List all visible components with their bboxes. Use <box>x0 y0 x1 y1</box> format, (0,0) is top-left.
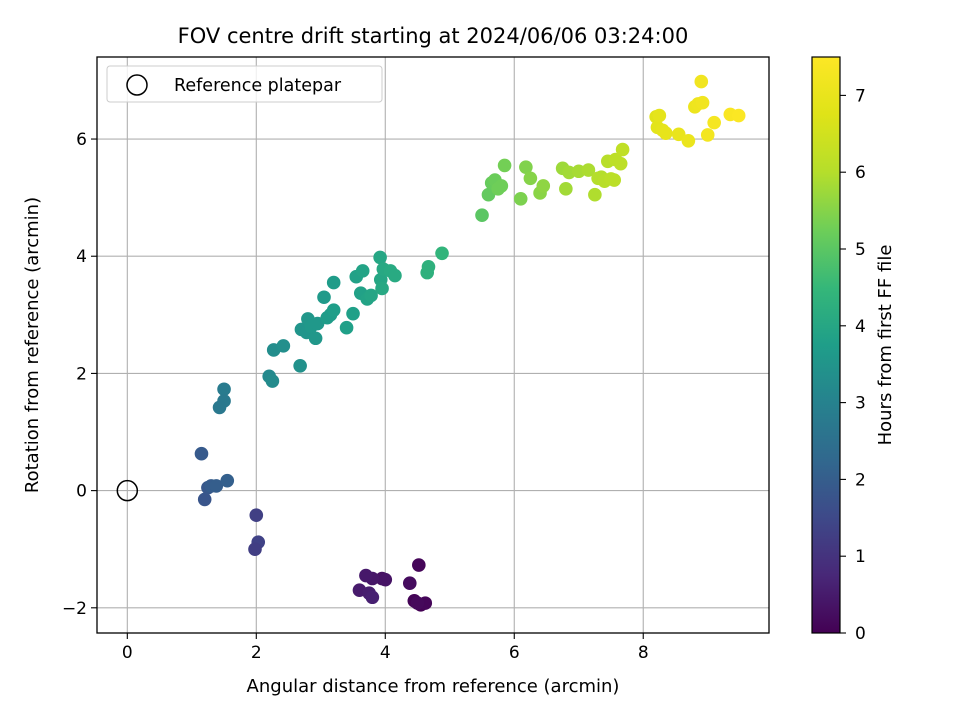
colorbar <box>811 56 841 634</box>
data-point <box>607 173 622 187</box>
data-point <box>410 596 425 610</box>
data-point <box>373 250 387 265</box>
data-point <box>212 400 227 415</box>
data-point <box>339 320 354 335</box>
data-point <box>293 359 307 373</box>
colorbar-tick-label: 1 <box>855 547 866 567</box>
data-point <box>581 163 596 177</box>
data-point <box>276 339 291 353</box>
data-point <box>308 331 323 346</box>
colorbar-tick-label: 6 <box>855 163 866 183</box>
data-point <box>248 542 262 557</box>
colorbar-tick-label: 0 <box>855 624 866 644</box>
data-point <box>681 133 696 148</box>
colorbar-ticks: 0 1 2 3 4 5 6 7 <box>840 86 866 644</box>
x-tick-label: 6 <box>509 643 520 663</box>
data-points <box>194 74 746 612</box>
data-point <box>421 259 436 274</box>
legend-reference-marker <box>126 74 148 96</box>
y-tick-label: 2 <box>76 364 87 384</box>
grid-lines <box>97 57 769 633</box>
data-point <box>326 303 341 317</box>
data-point <box>365 590 380 605</box>
data-point <box>694 74 709 89</box>
data-point <box>695 95 710 110</box>
y-axis-ticks: −2 0 2 4 6 <box>62 130 97 619</box>
legend-reference-label: Reference platepar <box>174 76 342 96</box>
data-point <box>249 508 264 523</box>
x-tick-label: 0 <box>122 643 133 663</box>
data-point <box>359 568 373 583</box>
data-point <box>220 473 235 488</box>
reference-point-marker <box>116 479 139 502</box>
data-point <box>412 558 426 572</box>
data-point <box>217 382 231 397</box>
data-point <box>659 126 673 140</box>
data-point <box>197 492 212 507</box>
data-point <box>497 158 512 173</box>
data-point <box>707 115 721 130</box>
colorbar-label: Hours from first FF file <box>875 245 896 446</box>
data-point <box>346 306 360 321</box>
reference-marker <box>116 479 139 502</box>
data-point <box>536 179 551 193</box>
data-point <box>588 187 602 202</box>
data-point <box>615 142 630 157</box>
data-point <box>559 182 573 196</box>
data-point <box>475 208 489 223</box>
data-point <box>265 374 280 388</box>
data-point <box>435 246 449 261</box>
data-point <box>378 572 393 587</box>
y-tick-label: 0 <box>76 482 87 502</box>
data-point <box>209 479 224 493</box>
data-point <box>652 108 667 123</box>
colorbar-tick-label: 3 <box>855 394 866 414</box>
data-point <box>519 160 533 174</box>
data-point <box>513 192 528 206</box>
data-point <box>364 288 378 303</box>
x-axis-label: Angular distance from reference (arcmin) <box>247 676 620 697</box>
data-point <box>355 264 370 278</box>
x-tick-label: 8 <box>638 643 649 663</box>
y-tick-label: −2 <box>62 599 87 619</box>
legend-box <box>106 65 383 103</box>
data-point <box>523 171 538 186</box>
y-tick-label: 4 <box>76 247 87 267</box>
data-point <box>671 127 686 142</box>
data-point <box>613 156 628 171</box>
chart-title: FOV centre drift starting at 2024/06/06 … <box>178 24 689 48</box>
y-tick-label: 6 <box>76 130 87 150</box>
data-point <box>326 275 341 290</box>
data-point <box>388 268 402 283</box>
colorbar-tick-label: 7 <box>855 86 866 106</box>
data-point <box>731 108 746 123</box>
data-point <box>375 281 389 296</box>
data-point <box>317 290 331 305</box>
x-tick-label: 4 <box>380 643 391 663</box>
data-point <box>402 576 417 590</box>
y-axis-label: Rotation from reference (arcmin) <box>22 197 43 493</box>
colorbar-tick-label: 2 <box>855 470 866 490</box>
data-point <box>494 179 509 193</box>
data-point <box>700 128 715 142</box>
colorbar-tick-label: 4 <box>855 317 866 337</box>
legend: Reference platepar <box>106 65 383 103</box>
colorbar-tick-label: 5 <box>855 240 866 260</box>
x-tick-label: 2 <box>251 643 262 663</box>
x-axis-ticks: 0 2 4 6 8 <box>122 633 649 663</box>
data-point <box>194 446 209 461</box>
plot-frame <box>96 56 770 634</box>
